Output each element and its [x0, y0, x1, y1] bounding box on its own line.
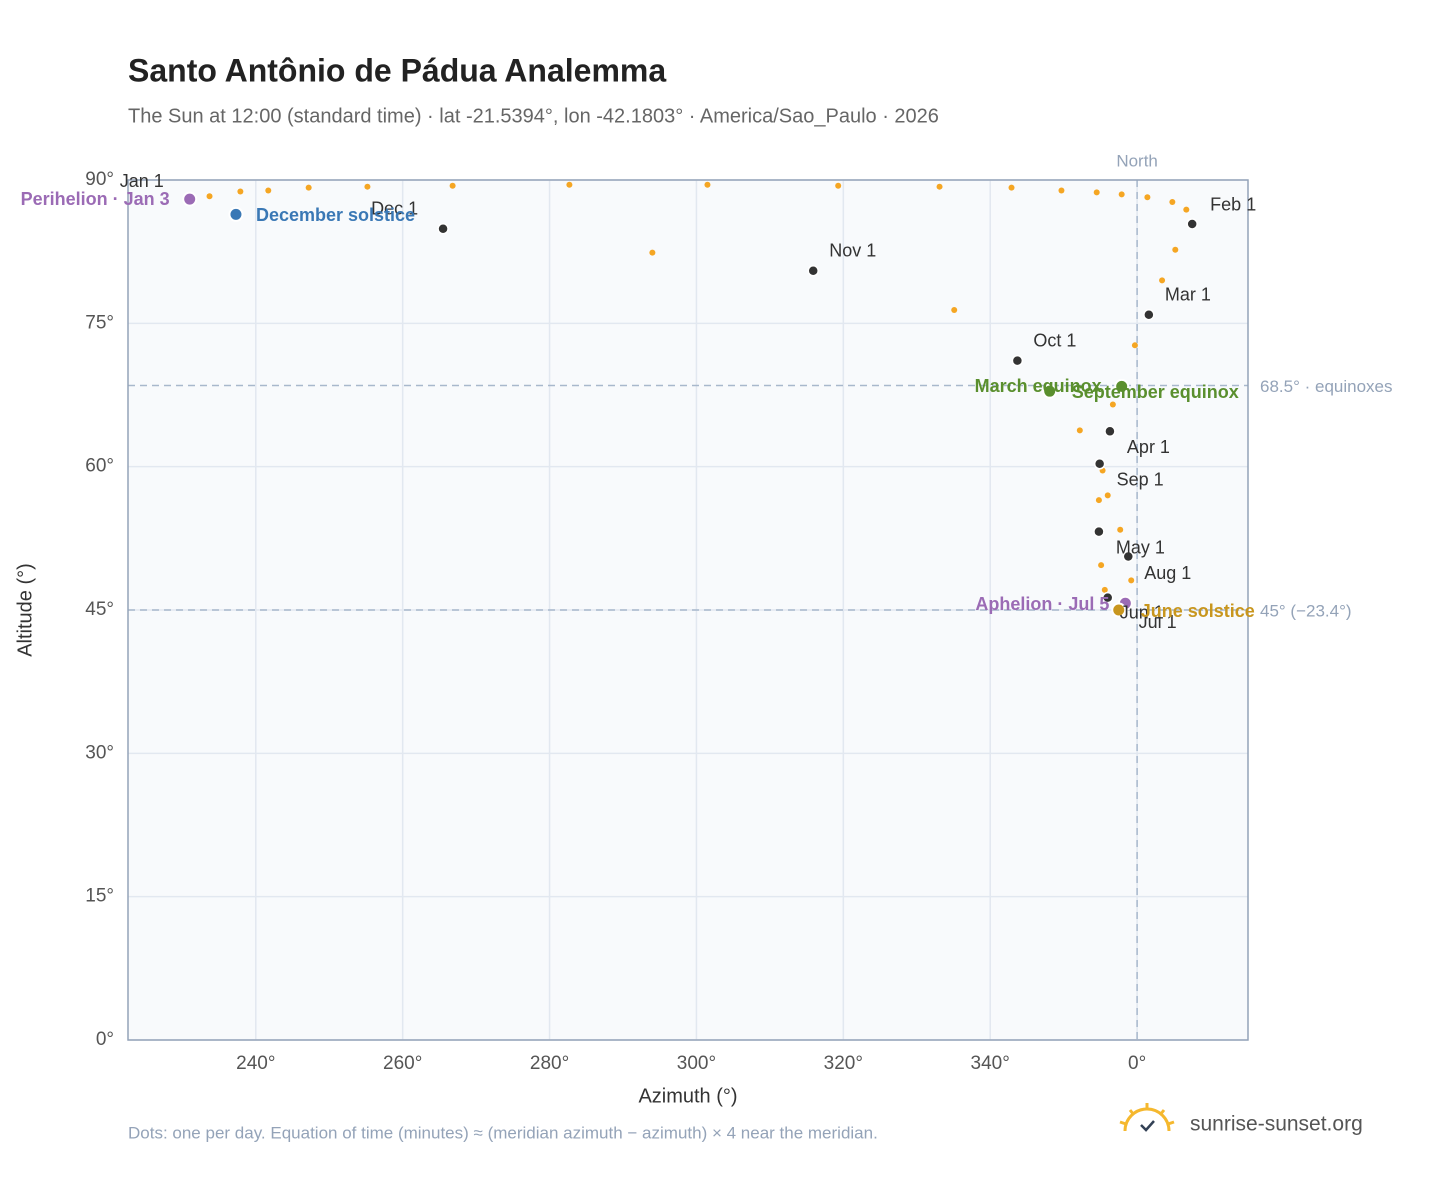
daily-dot — [936, 183, 943, 190]
daily-dot — [1183, 206, 1190, 213]
event-label: September equinox — [1072, 382, 1239, 402]
daily-dot — [364, 183, 371, 190]
event-marker — [1114, 378, 1130, 394]
daily-dot — [305, 184, 312, 191]
event-marker — [228, 206, 244, 222]
x-tick-label: 280° — [530, 1053, 569, 1074]
month-label: Oct 1 — [1033, 330, 1076, 350]
brand: sunrise-sunset.org — [1190, 1113, 1363, 1136]
month-marker — [1093, 525, 1105, 538]
month-label: Feb 1 — [1210, 195, 1256, 215]
month-label: Nov 1 — [829, 241, 876, 261]
footnote: Dots: one per day. Equation of time (min… — [128, 1123, 878, 1142]
event-label: June solstice — [1141, 601, 1255, 621]
chart-subtitle: The Sun at 12:00 (standard time) · lat -… — [128, 105, 939, 127]
x-tick-label: 240° — [236, 1053, 275, 1074]
daily-dot — [704, 181, 711, 188]
daily-dot — [835, 182, 842, 189]
chart-title: Santo Antônio de Pádua Analemma — [128, 52, 666, 88]
y-tick-label: 60° — [85, 456, 114, 477]
month-label: Apr 1 — [1127, 437, 1170, 457]
month-marker — [807, 265, 819, 277]
daily-dot — [1104, 492, 1111, 499]
daily-dot — [1101, 586, 1108, 593]
daily-dot — [951, 306, 958, 313]
daily-dot — [1118, 191, 1125, 198]
daily-dot — [1131, 342, 1138, 349]
x-tick-label: 300° — [677, 1053, 716, 1074]
daily-dot — [237, 188, 244, 195]
brand-logo — [1119, 1103, 1175, 1132]
plot-frame — [127, 179, 1249, 1041]
daily-dot — [566, 181, 573, 188]
event-label: December solstice — [256, 205, 415, 225]
meridian-label: North — [1116, 151, 1158, 170]
month-label: Aug 1 — [1144, 563, 1191, 583]
x-tick-label: 340° — [971, 1053, 1010, 1074]
daily-dot — [1144, 194, 1151, 201]
event-marker — [1111, 602, 1127, 618]
month-label: May 1 — [1116, 537, 1165, 557]
reference-label: 45° (−23.4°) — [1260, 601, 1352, 620]
x-axis-label: Azimuth (°) — [638, 1085, 737, 1107]
month-marker — [1101, 591, 1114, 604]
month-label: Jan 1 — [120, 171, 164, 191]
month-marker — [1122, 550, 1135, 563]
event-label: Perihelion · Jan 3 — [21, 189, 170, 209]
daily-dot — [1117, 526, 1124, 533]
x-tick-label: 260° — [383, 1053, 422, 1074]
month-label: Sep 1 — [1117, 470, 1164, 490]
daily-dot — [1172, 246, 1179, 253]
daily-dot — [206, 193, 213, 200]
event-marker — [182, 191, 198, 207]
daily-dot — [1098, 562, 1105, 569]
event-label: Aphelion · Jul 5 — [975, 594, 1109, 614]
daily-dot — [1095, 497, 1102, 504]
y-tick-label: 30° — [85, 742, 114, 763]
daily-dot — [449, 182, 456, 189]
marks — [182, 181, 1198, 618]
y-tick-label: 0° — [96, 1029, 114, 1050]
daily-dot — [649, 249, 656, 256]
month-marker — [1093, 458, 1106, 470]
daily-dot — [1058, 187, 1065, 194]
month-label: Jul 1 — [1139, 612, 1177, 632]
daily-dot — [1109, 401, 1116, 408]
y-axis-label: Altitude (°) — [14, 563, 36, 657]
event-marker — [1042, 383, 1058, 399]
month-label: Mar 1 — [1165, 284, 1211, 304]
month-marker — [437, 222, 449, 235]
month-label: Dec 1 — [371, 198, 418, 218]
y-tick-label: 90° — [85, 169, 114, 190]
daily-dot — [1076, 427, 1083, 434]
y-tick-label: 15° — [85, 886, 114, 907]
x-tick-label: 320° — [824, 1053, 863, 1074]
month-marker — [1011, 354, 1024, 367]
x-tick-label: 0° — [1128, 1053, 1146, 1074]
reference-label: 68.5° · equinoxes — [1260, 377, 1393, 396]
daily-dot — [1169, 198, 1176, 205]
month-marker — [1143, 308, 1155, 321]
month-marker — [1104, 425, 1116, 438]
event-label: March equinox — [975, 376, 1102, 396]
y-tick-label: 75° — [85, 312, 114, 333]
daily-dot — [1159, 277, 1166, 284]
y-tick-label: 45° — [85, 599, 114, 620]
daily-dot — [1008, 184, 1015, 191]
daily-dot — [1093, 189, 1100, 196]
daily-dot — [1128, 577, 1135, 584]
month-marker — [1186, 218, 1198, 230]
month-label: Jun 1 — [1120, 602, 1164, 622]
daily-dot — [265, 187, 272, 194]
